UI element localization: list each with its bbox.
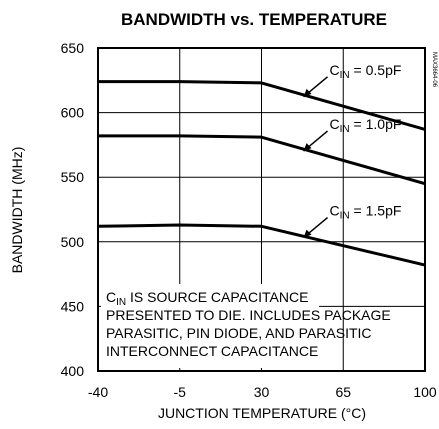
y-tick-label: 650 (61, 40, 85, 56)
x-axis-label: JUNCTION TEMPERATURE (°C) (158, 405, 366, 421)
y-tick-label: 400 (61, 363, 85, 379)
y-tick-label: 600 (61, 105, 85, 121)
annotation-line-1: CIN IS SOURCE CAPACITANCE (106, 289, 308, 308)
series-label-3: CIN = 1.5pF (330, 203, 402, 222)
series-labels: CIN = 0.5pF CIN = 1.0pF CIN = 1.5pF (303, 62, 402, 239)
figure-code: MAX3664-06 (431, 52, 437, 88)
series-line-3 (97, 223, 426, 267)
y-tick-label: 500 (61, 234, 85, 250)
plot-area-frame (97, 47, 426, 372)
y-tick-label: 450 (61, 298, 85, 314)
y-tick-label: 550 (61, 169, 85, 185)
x-tick-labels: -40 -5 30 65 100 (88, 384, 437, 400)
series-label-1: CIN = 0.5pF (330, 62, 402, 81)
x-tick-label: 65 (335, 384, 351, 400)
series-label-2: CIN = 1.0pF (330, 116, 402, 135)
annotation-note: CIN IS SOURCE CAPACITANCE PRESENTED TO D… (106, 289, 391, 359)
x-tick-label: 100 (413, 384, 437, 400)
series-line-2 (98, 134, 426, 186)
annotation-line-3: PARASITIC, PIN DIODE, AND PARASITIC (106, 325, 372, 341)
leader-arrow (303, 88, 312, 97)
x-tick-label: -40 (88, 384, 108, 400)
x-tick-label: -5 (174, 384, 187, 400)
series-line-1 (98, 80, 426, 131)
chart-title: BANDWIDTH vs. TEMPERATURE (121, 10, 387, 29)
y-axis-label: BANDWIDTH (MHz) (9, 147, 25, 274)
leader-arrow (303, 143, 312, 152)
annotation-line-2: PRESENTED TO DIE. INCLUDES PACKAGE (106, 307, 391, 323)
y-tick-labels: 400 450 500 550 600 650 (61, 40, 85, 379)
annotation-background (101, 284, 319, 368)
leader-arrow (303, 229, 312, 238)
x-tick-label: 30 (254, 384, 270, 400)
annotation-line-4: INTERCONNECT CAPACITANCE (106, 343, 318, 359)
series-lines (97, 80, 426, 267)
